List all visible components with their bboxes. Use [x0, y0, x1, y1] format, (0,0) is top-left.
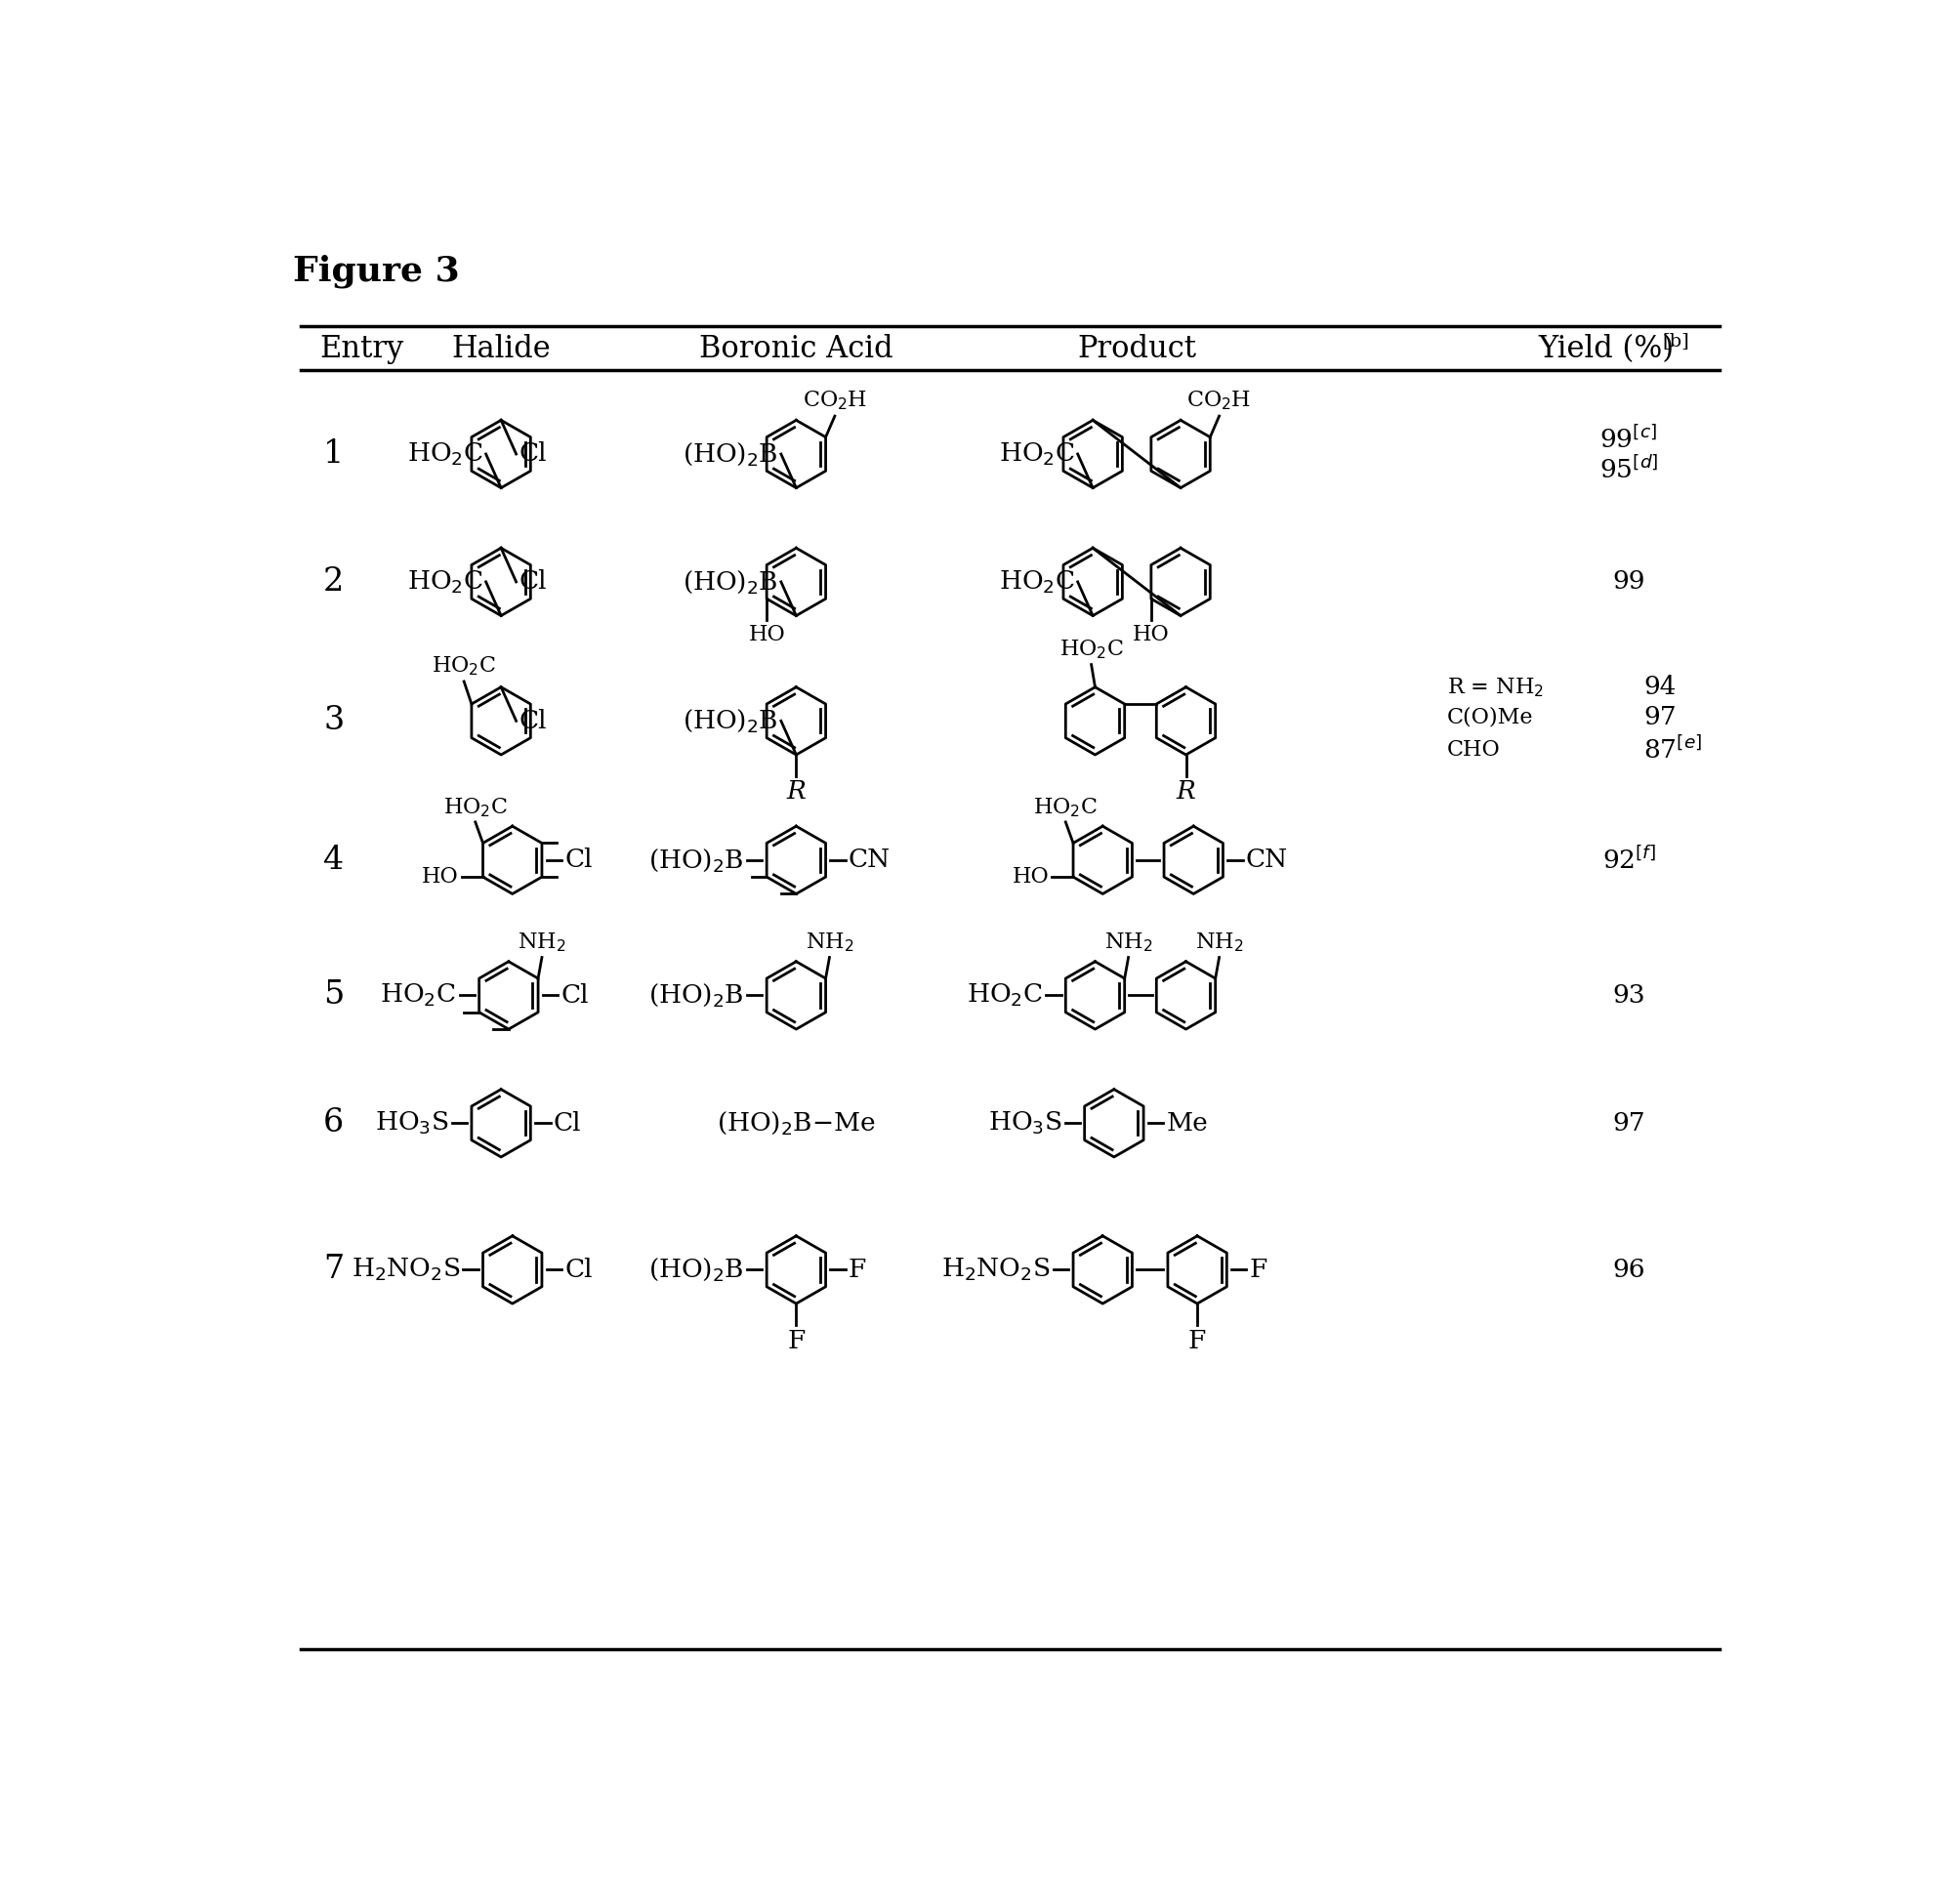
Text: Yield (%): Yield (%) — [1539, 333, 1673, 364]
Text: 99: 99 — [1613, 569, 1646, 594]
Text: 96: 96 — [1613, 1257, 1646, 1281]
Text: C(O)Me: C(O)Me — [1447, 706, 1533, 727]
Text: Cl: Cl — [566, 847, 593, 872]
Text: CO$_2$H: CO$_2$H — [1188, 388, 1252, 413]
Text: Cl: Cl — [554, 1110, 581, 1135]
Text: 87$^{[e]}$: 87$^{[e]}$ — [1644, 735, 1702, 764]
Text: HO$_2$C: HO$_2$C — [443, 796, 507, 819]
Text: Product: Product — [1076, 333, 1195, 364]
Text: Cl: Cl — [562, 982, 589, 1007]
Text: CO$_2$H: CO$_2$H — [801, 388, 868, 413]
Text: Entry: Entry — [320, 333, 404, 364]
Text: R: R — [1176, 779, 1195, 803]
Text: HO$_2$C: HO$_2$C — [998, 440, 1074, 468]
Text: Halide: Halide — [450, 333, 550, 364]
Text: NH$_2$: NH$_2$ — [1195, 931, 1244, 954]
Text: (HO)$_2$B: (HO)$_2$B — [649, 982, 745, 1009]
Text: HO$_2$C: HO$_2$C — [1034, 796, 1098, 819]
Text: NH$_2$: NH$_2$ — [1104, 931, 1152, 954]
Text: HO$_2$C: HO$_2$C — [408, 440, 484, 468]
Text: HO: HO — [421, 866, 458, 887]
Text: (HO)$_2$B: (HO)$_2$B — [682, 440, 778, 468]
Text: (HO)$_2$B: (HO)$_2$B — [649, 1257, 745, 1283]
Text: H$_2$NO$_2$S: H$_2$NO$_2$S — [942, 1257, 1051, 1283]
Text: 99$^{[c]}$: 99$^{[c]}$ — [1599, 425, 1658, 453]
Text: HO$_3$S: HO$_3$S — [989, 1110, 1063, 1137]
Text: 92$^{[f]}$: 92$^{[f]}$ — [1603, 845, 1656, 874]
Text: [b]: [b] — [1663, 333, 1691, 350]
Text: 93: 93 — [1613, 982, 1646, 1007]
Text: (HO)$_2$B: (HO)$_2$B — [682, 567, 778, 596]
Text: NH$_2$: NH$_2$ — [805, 931, 854, 954]
Text: F: F — [1250, 1257, 1268, 1281]
Text: 7: 7 — [324, 1255, 343, 1285]
Text: (HO)$_2$B: (HO)$_2$B — [682, 706, 778, 735]
Text: HO: HO — [1012, 866, 1049, 887]
Text: Cl: Cl — [519, 708, 548, 733]
Text: 4: 4 — [324, 843, 343, 876]
Text: F: F — [788, 1329, 805, 1354]
Text: F: F — [848, 1257, 866, 1281]
Text: F: F — [1188, 1329, 1207, 1354]
Text: R = NH$_2$: R = NH$_2$ — [1447, 676, 1544, 699]
Text: 94: 94 — [1644, 674, 1677, 699]
Text: R: R — [786, 779, 805, 803]
Text: HO$_2$C: HO$_2$C — [967, 982, 1043, 1009]
Text: CN: CN — [848, 847, 891, 872]
Text: H$_2$NO$_2$S: H$_2$NO$_2$S — [351, 1257, 460, 1283]
Text: Boronic Acid: Boronic Acid — [700, 333, 893, 364]
Text: 1: 1 — [324, 438, 343, 470]
Text: Me: Me — [1166, 1110, 1207, 1135]
Text: HO: HO — [749, 625, 786, 645]
Text: (HO)$_2$B: (HO)$_2$B — [649, 847, 745, 874]
Text: HO$_2$C: HO$_2$C — [1059, 638, 1123, 661]
Text: (HO)$_2$B$-$Me: (HO)$_2$B$-$Me — [718, 1110, 876, 1137]
Text: 6: 6 — [324, 1108, 343, 1139]
Text: CHO: CHO — [1447, 739, 1500, 760]
Text: HO$_2$C: HO$_2$C — [998, 569, 1074, 596]
Text: Cl: Cl — [519, 442, 548, 466]
Text: 97: 97 — [1613, 1110, 1646, 1135]
Text: Figure 3: Figure 3 — [292, 255, 460, 289]
Text: HO$_2$C: HO$_2$C — [431, 655, 495, 678]
Text: NH$_2$: NH$_2$ — [519, 931, 565, 954]
Text: HO$_2$C: HO$_2$C — [380, 982, 456, 1009]
Text: 5: 5 — [324, 981, 343, 1011]
Text: Cl: Cl — [519, 569, 548, 594]
Text: Cl: Cl — [566, 1257, 593, 1281]
Text: 3: 3 — [324, 704, 343, 737]
Text: CN: CN — [1246, 847, 1287, 872]
Text: 2: 2 — [324, 565, 343, 598]
Text: 97: 97 — [1644, 704, 1677, 729]
Text: HO: HO — [1133, 625, 1170, 645]
Text: HO$_2$C: HO$_2$C — [408, 569, 484, 596]
Text: 95$^{[d]}$: 95$^{[d]}$ — [1599, 455, 1658, 484]
Text: HO$_3$S: HO$_3$S — [374, 1110, 449, 1137]
